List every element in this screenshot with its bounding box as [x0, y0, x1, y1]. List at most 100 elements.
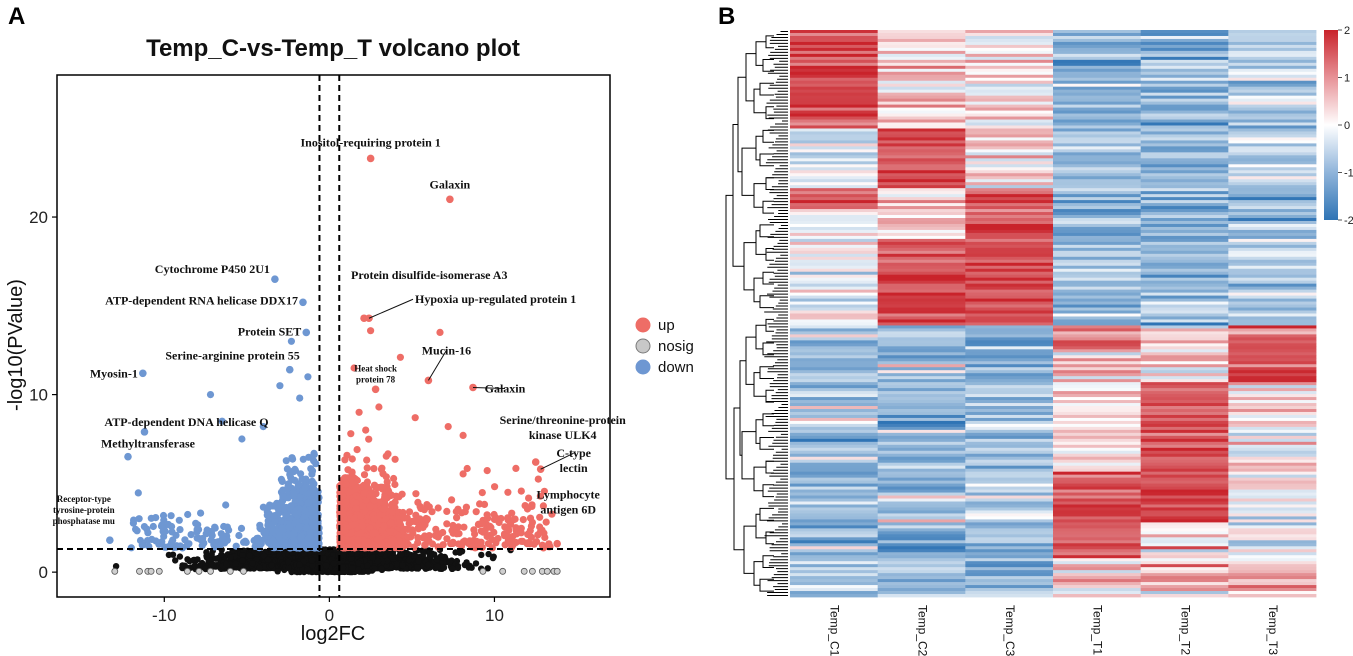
volcano-point-up [542, 518, 550, 526]
volcano-point-up [478, 520, 486, 528]
volcano-point-up [404, 533, 412, 541]
volcano-point-up [534, 475, 542, 483]
volcano-point-nosig [339, 564, 347, 571]
volcano-point-up [523, 505, 532, 513]
volcano-point-up [480, 500, 489, 508]
volcano-point-up [517, 537, 525, 545]
panel-label-a: A [8, 3, 25, 30]
volcano-point-up [492, 514, 500, 522]
volcano-point-nosig [322, 562, 330, 569]
volcano-point-up [494, 534, 502, 543]
volcano-point-nosig [468, 564, 475, 571]
volcano-point-up [341, 527, 349, 535]
volcano-point-nosig [218, 551, 225, 558]
volcano-point-up [420, 506, 428, 514]
volcano-point-up [370, 465, 378, 473]
volcano-point-nosig [365, 568, 372, 575]
volcano-point-up [387, 519, 395, 527]
volcano-point-nosig [111, 567, 119, 575]
volcano-point-nosig [274, 568, 281, 575]
volcano-point-up [340, 474, 349, 482]
volcano-point-up [431, 532, 440, 540]
volcano-point-up [517, 487, 525, 495]
volcano-point-nosig [452, 549, 459, 556]
volcano-point-up [448, 496, 456, 504]
volcano-point-up [357, 512, 365, 520]
volcano-point-up [434, 504, 442, 512]
volcano-point-up [510, 516, 518, 524]
volcano-point-up [412, 511, 420, 519]
volcano-point-up [365, 435, 373, 443]
volcano-point-up [455, 530, 463, 538]
volcano-point-nosig [227, 554, 234, 561]
volcano-point-up [344, 536, 352, 544]
volcano-point-nosig [340, 552, 347, 559]
volcano-point-up [390, 474, 398, 483]
volcano-point-nosig [331, 567, 338, 575]
volcano-point-up [391, 480, 399, 489]
volcano-point-up [368, 489, 376, 497]
volcano-point-up [398, 490, 406, 498]
volcano-point-nosig [349, 565, 356, 572]
volcano-point-up [375, 535, 383, 543]
volcano-point-up [453, 514, 461, 522]
volcano-point-nosig [520, 567, 528, 575]
volcano-point-nosig [253, 551, 261, 558]
volcano-point-nosig [399, 561, 406, 569]
volcano-point-nosig [364, 562, 371, 569]
volcano-point-nosig [355, 559, 362, 567]
volcano-point-up [538, 541, 547, 549]
volcano-point-nosig [499, 567, 507, 575]
volcano-point-up [479, 528, 487, 536]
volcano-point-nosig [184, 556, 191, 563]
volcano-point-nosig [308, 557, 316, 564]
volcano-point-nosig [446, 558, 454, 565]
volcano-point-up [483, 467, 491, 475]
volcano-point-up [342, 480, 350, 488]
volcano-point-up [525, 494, 533, 502]
volcano-point-nosig [479, 567, 487, 575]
volcano-point-up [504, 488, 512, 496]
volcano-point-nosig [424, 561, 432, 569]
volcano-point-nosig [553, 567, 561, 575]
volcano-point-up [501, 532, 509, 540]
volcano-point-nosig [207, 567, 214, 575]
volcano-point-up [501, 541, 509, 549]
volcano-point-nosig [195, 567, 203, 575]
volcano-point-up [391, 498, 399, 506]
volcano-point-nosig [155, 567, 163, 575]
volcano-point-up [405, 508, 414, 516]
volcano-point-up [342, 498, 350, 506]
volcano-point-nosig [209, 561, 217, 568]
volcano-point-nosig [268, 562, 275, 569]
volcano-point-up [387, 538, 395, 546]
volcano-point-up [443, 520, 451, 528]
volcano-point-nosig [208, 551, 215, 558]
volcano-point-up [428, 508, 436, 516]
volcano-plot-area: Inositol-requiring protein 1GalaxinProte… [53, 74, 626, 598]
volcano-point-nosig [285, 564, 292, 572]
volcano-point-nosig [369, 554, 376, 561]
volcano-point-nosig [411, 552, 418, 559]
volcano-point-up [336, 533, 344, 541]
volcano-point-up [423, 515, 431, 523]
volcano-point-up [398, 513, 406, 521]
volcano-point-nosig [260, 552, 268, 560]
volcano-point-nosig [183, 567, 191, 575]
volcano-point-up [462, 503, 470, 511]
volcano-point-up [369, 529, 377, 538]
volcano-point-up [367, 502, 375, 511]
volcano-point-up [491, 483, 499, 491]
volcano-point-up [339, 509, 347, 518]
volcano-point-up [443, 507, 451, 515]
volcano-point-up [404, 525, 412, 534]
volcano-point-up [452, 507, 460, 516]
volcano-point-up [397, 544, 406, 552]
volcano-point-up [449, 539, 457, 548]
volcano-point-up [339, 492, 347, 500]
volcano-point-nosig [285, 558, 292, 566]
volcano-point-up [417, 523, 425, 531]
volcano-point-nosig [165, 551, 173, 559]
volcano-point-up [360, 489, 368, 497]
volcano-point-nosig [440, 564, 448, 571]
